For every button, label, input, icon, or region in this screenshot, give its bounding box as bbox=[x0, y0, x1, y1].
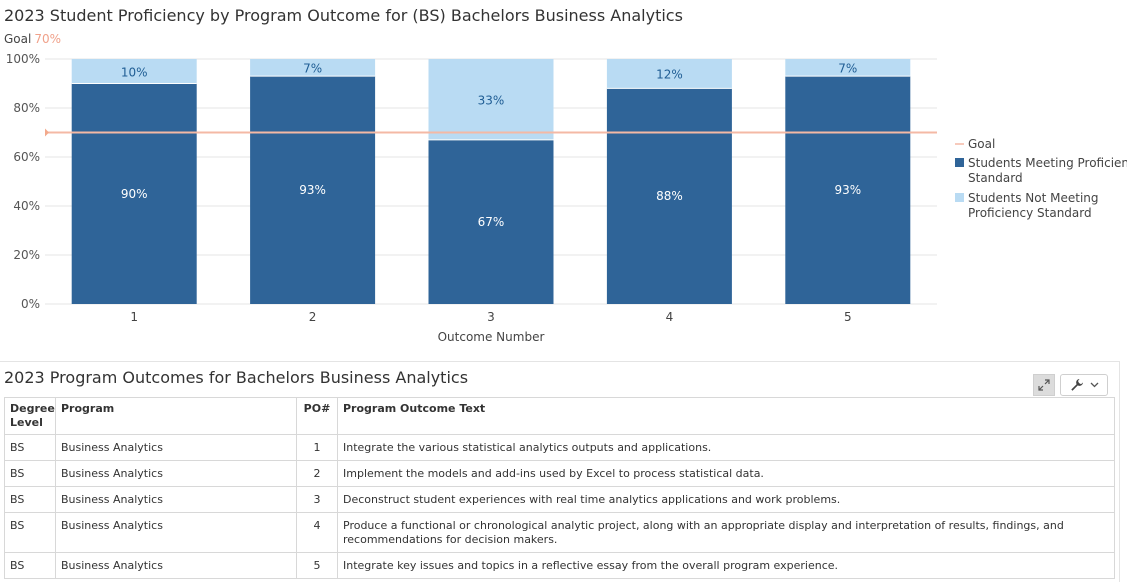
legend-meeting-swatch bbox=[955, 158, 964, 167]
x-tick-label: 4 bbox=[666, 310, 674, 324]
program-header[interactable]: Program bbox=[55, 397, 297, 435]
po-number-cell: 4 bbox=[296, 512, 338, 553]
table-header-row: Degree Level Program PO# Program Outcome… bbox=[4, 397, 1115, 435]
program-cell: Business Analytics bbox=[55, 460, 297, 487]
x-tick-label: 3 bbox=[487, 310, 495, 324]
program-outcomes-panel: 2023 Program Outcomes for Bachelors Busi… bbox=[0, 361, 1120, 582]
expand-icon bbox=[1038, 379, 1050, 391]
bar-meeting bbox=[428, 139, 554, 304]
data-label-meeting: 90% bbox=[121, 187, 148, 201]
goal-marker-icon bbox=[45, 128, 49, 137]
data-label-not-meeting: 7% bbox=[303, 62, 322, 76]
y-tick-label: 60% bbox=[13, 150, 40, 164]
outcome-text-cell: Implement the models and add-ins used by… bbox=[337, 460, 1115, 487]
table-row: BS Business Analytics 4 Produce a functi… bbox=[4, 512, 1115, 553]
y-tick-label: 100% bbox=[6, 52, 40, 66]
chart-title: 2023 Student Proficiency by Program Outc… bbox=[4, 6, 683, 25]
data-label-not-meeting: 7% bbox=[838, 62, 857, 76]
x-axis-title: Outcome Number bbox=[438, 330, 545, 344]
bar-meeting bbox=[250, 76, 376, 305]
program-cell: Business Analytics bbox=[55, 512, 297, 553]
x-tick-label: 1 bbox=[130, 310, 138, 324]
bar-not-meeting bbox=[250, 59, 376, 77]
outcome-text-cell: Deconstruct student experiences with rea… bbox=[337, 486, 1115, 513]
legend-goal-label: Goal bbox=[968, 137, 995, 151]
table-row: BS Business Analytics 1 Integrate the va… bbox=[4, 434, 1115, 461]
po-number-header[interactable]: PO# bbox=[296, 397, 338, 435]
x-tick-label: 2 bbox=[309, 310, 317, 324]
data-label-meeting: 93% bbox=[299, 183, 326, 197]
bar-not-meeting bbox=[71, 59, 197, 84]
po-number-cell: 3 bbox=[296, 486, 338, 513]
po-number-cell: 5 bbox=[296, 552, 338, 579]
outcome-text-cell: Produce a functional or chronological an… bbox=[337, 512, 1115, 553]
chevron-down-icon bbox=[1090, 382, 1098, 388]
goal-header: Goal 70% bbox=[4, 32, 61, 46]
x-tick-label: 5 bbox=[844, 310, 852, 324]
goal-header-label: Goal bbox=[4, 32, 32, 46]
degree-cell: BS bbox=[4, 434, 56, 461]
table-row: BS Business Analytics 5 Integrate key is… bbox=[4, 552, 1115, 579]
po-number-cell: 1 bbox=[296, 434, 338, 461]
y-tick-label: 0% bbox=[21, 297, 40, 311]
program-cell: Business Analytics bbox=[55, 434, 297, 461]
outcome-text-header[interactable]: Program Outcome Text bbox=[337, 397, 1115, 435]
legend-label: Standard bbox=[968, 171, 1023, 185]
table-title: 2023 Program Outcomes for Bachelors Busi… bbox=[4, 368, 469, 387]
data-label-not-meeting: 12% bbox=[656, 68, 683, 82]
table-row: BS Business Analytics 2 Implement the mo… bbox=[4, 460, 1115, 487]
goal-header-value: 70% bbox=[34, 32, 61, 46]
degree-level-header[interactable]: Degree Level bbox=[4, 397, 56, 435]
outcome-text-cell: Integrate the various statistical analyt… bbox=[337, 434, 1115, 461]
y-tick-label: 20% bbox=[13, 248, 40, 262]
data-label-not-meeting: 10% bbox=[121, 65, 148, 79]
bar-not-meeting bbox=[428, 59, 554, 140]
bar-meeting bbox=[785, 76, 911, 305]
data-label-meeting: 93% bbox=[834, 183, 861, 197]
degree-cell: BS bbox=[4, 460, 56, 487]
program-cell: Business Analytics bbox=[55, 486, 297, 513]
table-row: BS Business Analytics 3 Deconstruct stud… bbox=[4, 486, 1115, 513]
degree-cell: BS bbox=[4, 512, 56, 553]
settings-menu-button[interactable] bbox=[1060, 374, 1108, 396]
po-number-cell: 2 bbox=[296, 460, 338, 487]
bar-not-meeting bbox=[785, 59, 911, 77]
wrench-icon bbox=[1070, 379, 1083, 391]
degree-cell: BS bbox=[4, 486, 56, 513]
program-cell: Business Analytics bbox=[55, 552, 297, 579]
legend-label: Proficiency Standard bbox=[968, 206, 1092, 220]
proficiency-chart: 2023 Student Proficiency by Program Outc… bbox=[4, 6, 1127, 344]
data-label-meeting: 88% bbox=[656, 189, 683, 203]
legend-label: Students Meeting Proficiency bbox=[968, 156, 1127, 170]
expand-button[interactable] bbox=[1033, 374, 1055, 396]
y-tick-label: 80% bbox=[13, 101, 40, 115]
y-tick-label: 40% bbox=[13, 199, 40, 213]
legend-not-meeting-swatch bbox=[955, 193, 964, 202]
program-outcomes-table: Degree Level Program PO# Program Outcome… bbox=[4, 397, 1115, 579]
data-label-not-meeting: 33% bbox=[478, 93, 505, 107]
bar-not-meeting bbox=[606, 59, 732, 89]
legend-label: Students Not Meeting bbox=[968, 191, 1099, 205]
degree-cell: BS bbox=[4, 552, 56, 579]
bar-meeting bbox=[71, 83, 197, 304]
data-label-meeting: 67% bbox=[478, 215, 505, 229]
bar-meeting bbox=[606, 88, 732, 305]
chart-canvas: 0% 20% 40% 60% 80% 100% 90% 10% 1 93% 7% 2 67% 33% 3 88… bbox=[6, 52, 1127, 344]
outcome-text-cell: Integrate key issues and topics in a ref… bbox=[337, 552, 1115, 579]
